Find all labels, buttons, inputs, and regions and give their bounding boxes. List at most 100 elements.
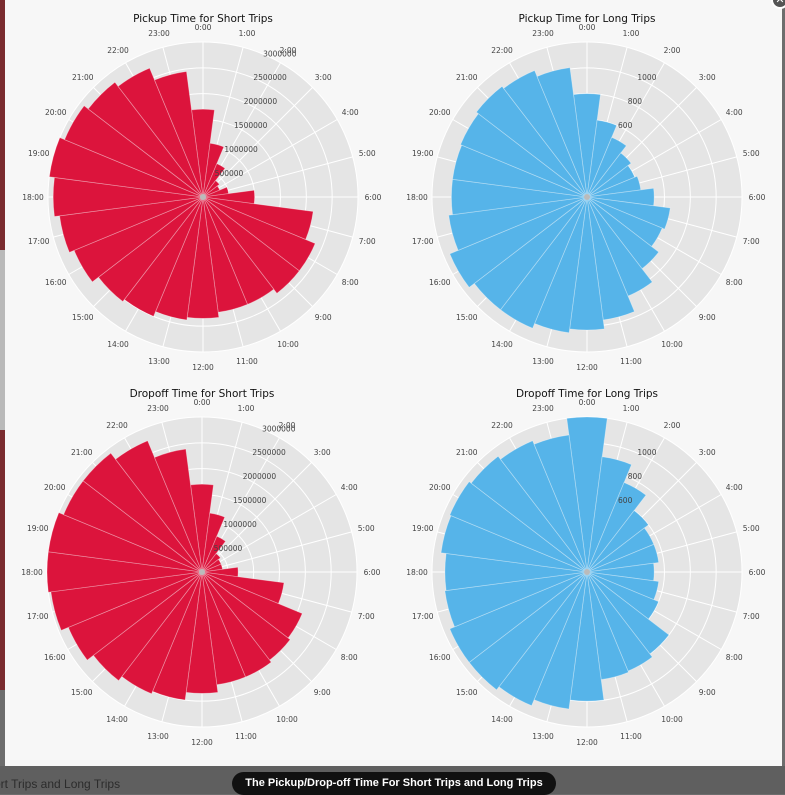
- bar-1200: [185, 571, 219, 694]
- angular-tick-label: 1:00: [238, 404, 255, 413]
- radial-tick-label: 800: [628, 97, 643, 106]
- bar-600: [201, 566, 239, 578]
- bar-1900: [440, 515, 588, 573]
- angular-tick-label: 19:00: [412, 524, 434, 533]
- angular-gridline: [201, 494, 337, 573]
- angular-tick-label: 11:00: [235, 732, 257, 741]
- bar-1300: [533, 571, 588, 710]
- bar-500: [586, 175, 642, 198]
- bar-000: [191, 108, 215, 198]
- radial-tick-label: 800: [628, 472, 643, 481]
- angular-tick-label: 0:00: [195, 23, 212, 32]
- center-marker: [199, 569, 205, 575]
- angular-tick-label: 23:00: [532, 29, 554, 38]
- angular-tick-label: 23:00: [147, 404, 169, 413]
- polar-chart-2: 600 800 1000 0:00 1:00 2:00 3:00 4:00 5:00 6:00 7:…: [406, 13, 765, 372]
- angular-tick-label: 22:00: [106, 421, 128, 430]
- angular-tick-label: 1:00: [623, 29, 640, 38]
- angular-tick-label: 3:00: [699, 73, 716, 82]
- angular-gridline: [201, 462, 312, 573]
- chart-title: Dropoff Time for Short Trips: [130, 388, 275, 400]
- bar-2300: [154, 448, 203, 573]
- bar-900: [202, 196, 300, 294]
- radial-tick-label: 1000: [637, 448, 656, 457]
- angular-tick-label: 12:00: [191, 738, 213, 747]
- bar-1500: [92, 571, 203, 682]
- bar-1300: [152, 571, 203, 701]
- angular-tick-label: 5:00: [743, 149, 760, 158]
- angular-tick-label: 21:00: [456, 73, 478, 82]
- angular-tick-label: 16:00: [45, 278, 67, 287]
- bar-1700: [59, 196, 204, 253]
- bar-2200: [503, 69, 588, 198]
- angular-tick-label: 9:00: [314, 688, 331, 697]
- angular-tick-label: 6:00: [365, 193, 382, 202]
- bar-1700: [448, 196, 588, 251]
- angular-tick-label: 15:00: [456, 313, 478, 322]
- angular-tick-label: 13:00: [532, 357, 554, 366]
- bar-1600: [73, 196, 204, 283]
- angular-tick-label: 20:00: [44, 483, 66, 492]
- bar-1100: [586, 571, 630, 681]
- angular-tick-label: 10:00: [661, 715, 683, 724]
- angular-tick-label: 23:00: [148, 29, 170, 38]
- angular-gridline: [201, 531, 352, 573]
- radial-tick-label: 3000000: [263, 49, 297, 58]
- angular-tick-label: 1:00: [623, 404, 640, 413]
- bar-1900: [47, 512, 203, 573]
- radial-tick-label: 1000000: [223, 520, 257, 529]
- bar-1500: [468, 571, 588, 691]
- angular-tick-label: 18:00: [406, 193, 428, 202]
- angular-tick-label: 10:00: [277, 340, 299, 349]
- bar-1200: [186, 196, 220, 319]
- bar-200: [586, 481, 647, 573]
- image-caption: The Pickup/Drop-off Time For Short Trips…: [232, 772, 556, 795]
- angular-tick-label: 4:00: [726, 108, 743, 117]
- angular-gridline: [202, 119, 338, 198]
- bar-1800: [450, 178, 588, 216]
- bar-1300: [534, 196, 588, 334]
- bar-2300: [154, 71, 204, 198]
- bar-2100: [470, 455, 588, 573]
- background-section-title: ort Trips and Long Trips: [0, 777, 121, 791]
- polar-chart-4: 600 800 1000 0:00 1:00 2:00 3:00 4:00 5:00 6:00 7:…: [406, 388, 765, 747]
- bar-1700: [50, 571, 203, 631]
- angular-tick-label: 14:00: [491, 715, 513, 724]
- bar-000: [190, 483, 214, 573]
- radial-tick-label: 2500000: [252, 448, 286, 457]
- bar-300: [586, 152, 632, 198]
- angular-tick-label: 9:00: [699, 313, 716, 322]
- angular-tick-label: 0:00: [194, 398, 211, 407]
- angular-tick-label: 11:00: [620, 732, 642, 741]
- angular-tick-label: 6:00: [749, 568, 766, 577]
- bar-800: [586, 571, 660, 620]
- angular-tick-label: 3:00: [315, 73, 332, 82]
- angular-tick-label: 7:00: [359, 237, 376, 246]
- bar-1100: [201, 571, 247, 686]
- radial-tick-label: 600: [618, 121, 633, 130]
- close-button[interactable]: ✕: [771, 0, 785, 9]
- bar-500: [201, 563, 223, 573]
- angular-tick-label: 17:00: [28, 237, 50, 246]
- bar-200: [201, 535, 227, 573]
- angular-tick-label: 4:00: [342, 108, 359, 117]
- angular-tick-label: 2:00: [664, 46, 681, 55]
- angular-tick-label: 19:00: [27, 524, 49, 533]
- bar-1600: [449, 196, 588, 288]
- polar-charts-figure: 500000 1000000 1500000 2000000 2500000 300000…: [21, 13, 765, 747]
- angular-tick-label: 16:00: [44, 653, 66, 662]
- bar-600: [202, 189, 256, 205]
- bar-600: [586, 562, 655, 582]
- bar-2000: [64, 105, 204, 198]
- bar-1200: [569, 571, 605, 702]
- bar-1800: [52, 176, 204, 218]
- angular-tick-label: 14:00: [491, 340, 513, 349]
- bar-700: [202, 196, 314, 241]
- center-marker: [584, 569, 590, 575]
- bar-100: [201, 512, 226, 573]
- bar-1800: [444, 553, 588, 591]
- bar-2200: [114, 440, 203, 573]
- angular-tick-label: 8:00: [342, 278, 359, 287]
- bar-1500: [97, 196, 204, 303]
- angular-tick-label: 22:00: [491, 421, 513, 430]
